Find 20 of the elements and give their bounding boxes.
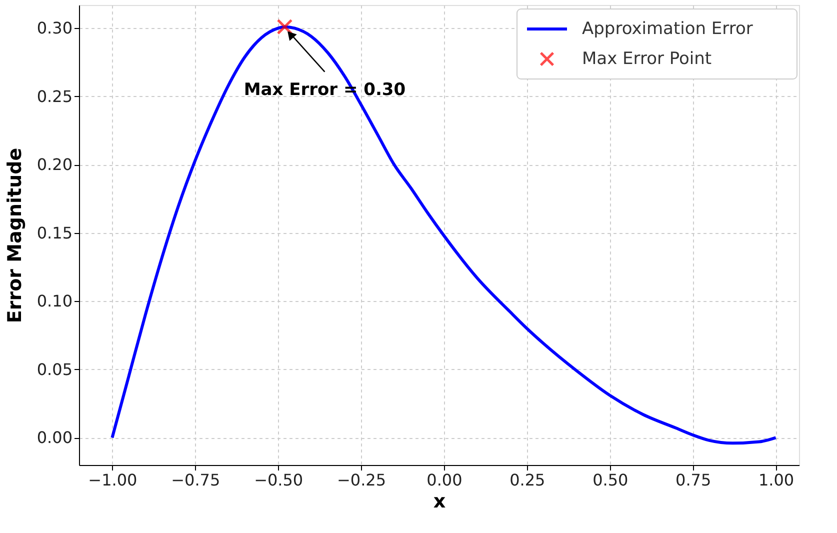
x-tick-label: −0.25 <box>337 470 386 490</box>
y-axis-title: Error Magnitude <box>4 148 26 324</box>
x-tick-label: 0.25 <box>510 470 546 490</box>
legend-label: Approximation Error <box>582 19 753 39</box>
x-tick-label: −0.50 <box>254 470 304 490</box>
x-axis-title: x <box>433 490 446 512</box>
x-tick-label: −1.00 <box>88 470 138 490</box>
y-tick-label: 0.10 <box>36 292 72 311</box>
y-tick-label: 0.05 <box>36 360 72 379</box>
x-tick-label: 1.00 <box>758 470 794 490</box>
y-tick-label: 0.00 <box>36 428 72 448</box>
legend-label: Max Error Point <box>582 49 712 69</box>
x-tick-label: −0.75 <box>171 470 220 490</box>
x-tick-label: 0.75 <box>676 470 712 490</box>
y-tick-label: 0.15 <box>36 223 72 242</box>
y-tick-label: 0.25 <box>36 86 72 106</box>
y-tick-label: 0.30 <box>36 18 72 38</box>
y-tick-label: 0.20 <box>36 155 72 174</box>
x-tick-label: 0.50 <box>592 470 628 490</box>
x-tick-label: 0.00 <box>426 470 462 490</box>
